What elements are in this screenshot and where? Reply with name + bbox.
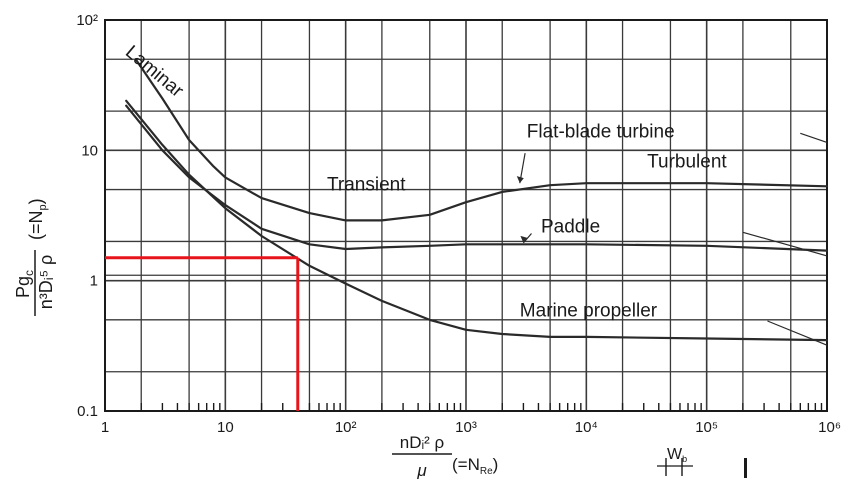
blade-width-label: Wb [667, 446, 687, 464]
series-curves [125, 58, 829, 346]
annotation-label: Flat-blade turbine [527, 122, 675, 143]
x-tick-label: 10³ [455, 419, 477, 436]
x-tick-label: 10⁶ [818, 419, 841, 436]
annotation-leader [742, 231, 828, 257]
x-tick-label: 10² [335, 419, 357, 436]
annotation-label: Transient [327, 175, 406, 196]
annotation-label: Paddle [541, 216, 600, 237]
annotation-label: Laminar [121, 42, 188, 103]
series-line-paddle [125, 104, 829, 252]
y-axis-label-denominator: n³Dᵢ⁵ ρ [36, 255, 56, 310]
y-tick-label: 10² [76, 12, 98, 29]
y-tick-label: 0.1 [77, 403, 98, 420]
x-tick-label: 1 [101, 419, 109, 436]
plot-border [104, 19, 828, 412]
leader-arrowhead [520, 235, 528, 243]
plot-frame [104, 19, 828, 412]
x-axis-label: nDᵢ² ρ μ (=NRe) [392, 433, 498, 480]
annotation-label: Marine propeller [520, 301, 658, 322]
highlight-lines [105, 256, 300, 411]
annotation-leader [800, 132, 828, 143]
y-tick-label: 10 [81, 142, 98, 159]
y-tick-label: 1 [90, 273, 98, 290]
x-axis-label-numerator: nDᵢ² ρ [400, 433, 444, 452]
x-tick-label: 10⁴ [575, 419, 598, 436]
series-line-flat-blade-turbine [134, 58, 829, 222]
x-axis-label-symbol: (=NRe) [452, 455, 498, 477]
x-axis-label-denominator: μ [416, 461, 427, 480]
leader-arrowhead [516, 176, 524, 184]
annotation-leader [522, 233, 532, 244]
blade-width-sketch: Wb [657, 446, 747, 478]
y-axis-label: Pgc n³Dᵢ⁵ ρ (=Np) [13, 198, 56, 316]
grid [105, 20, 827, 411]
annotation-label: Turbulent [647, 151, 727, 172]
annotation-leader [767, 320, 828, 346]
x-tick-label: 10 [217, 419, 234, 436]
x-tick-label: 10⁵ [695, 419, 718, 436]
annotations: Laminar Transient Flat-blade turbine Turbul… [121, 42, 727, 322]
y-axis-label-numerator: Pgc [13, 270, 36, 298]
y-axis-label-symbol: (=Np) [26, 198, 49, 240]
series-line-marine-propeller [125, 99, 829, 342]
